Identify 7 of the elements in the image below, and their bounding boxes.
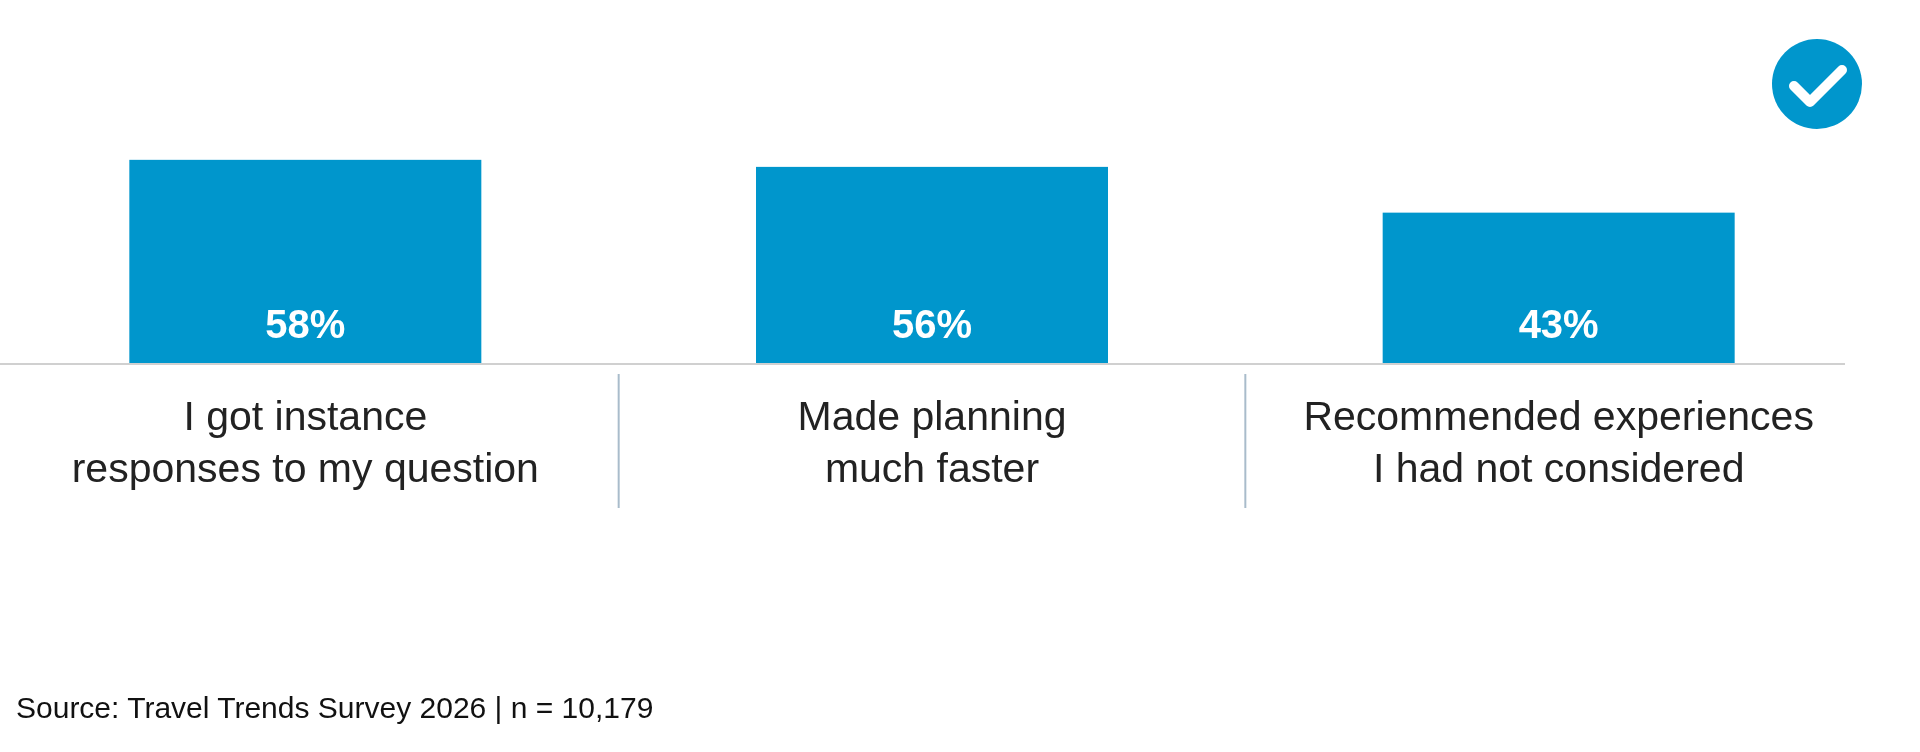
data-label: 58% <box>265 302 346 346</box>
x-tick-label: Recommended experiences I had not considered <box>1303 393 1814 491</box>
x-tick-label: I got instance responses to my question <box>71 393 539 491</box>
data-label: 43% <box>1518 302 1599 346</box>
x-tick-label: Made planning much faster <box>797 393 1067 491</box>
source-note: Source: Travel Trends Survey 2026 | n = 10,179 <box>16 691 654 724</box>
data-label: 56% <box>891 302 973 346</box>
